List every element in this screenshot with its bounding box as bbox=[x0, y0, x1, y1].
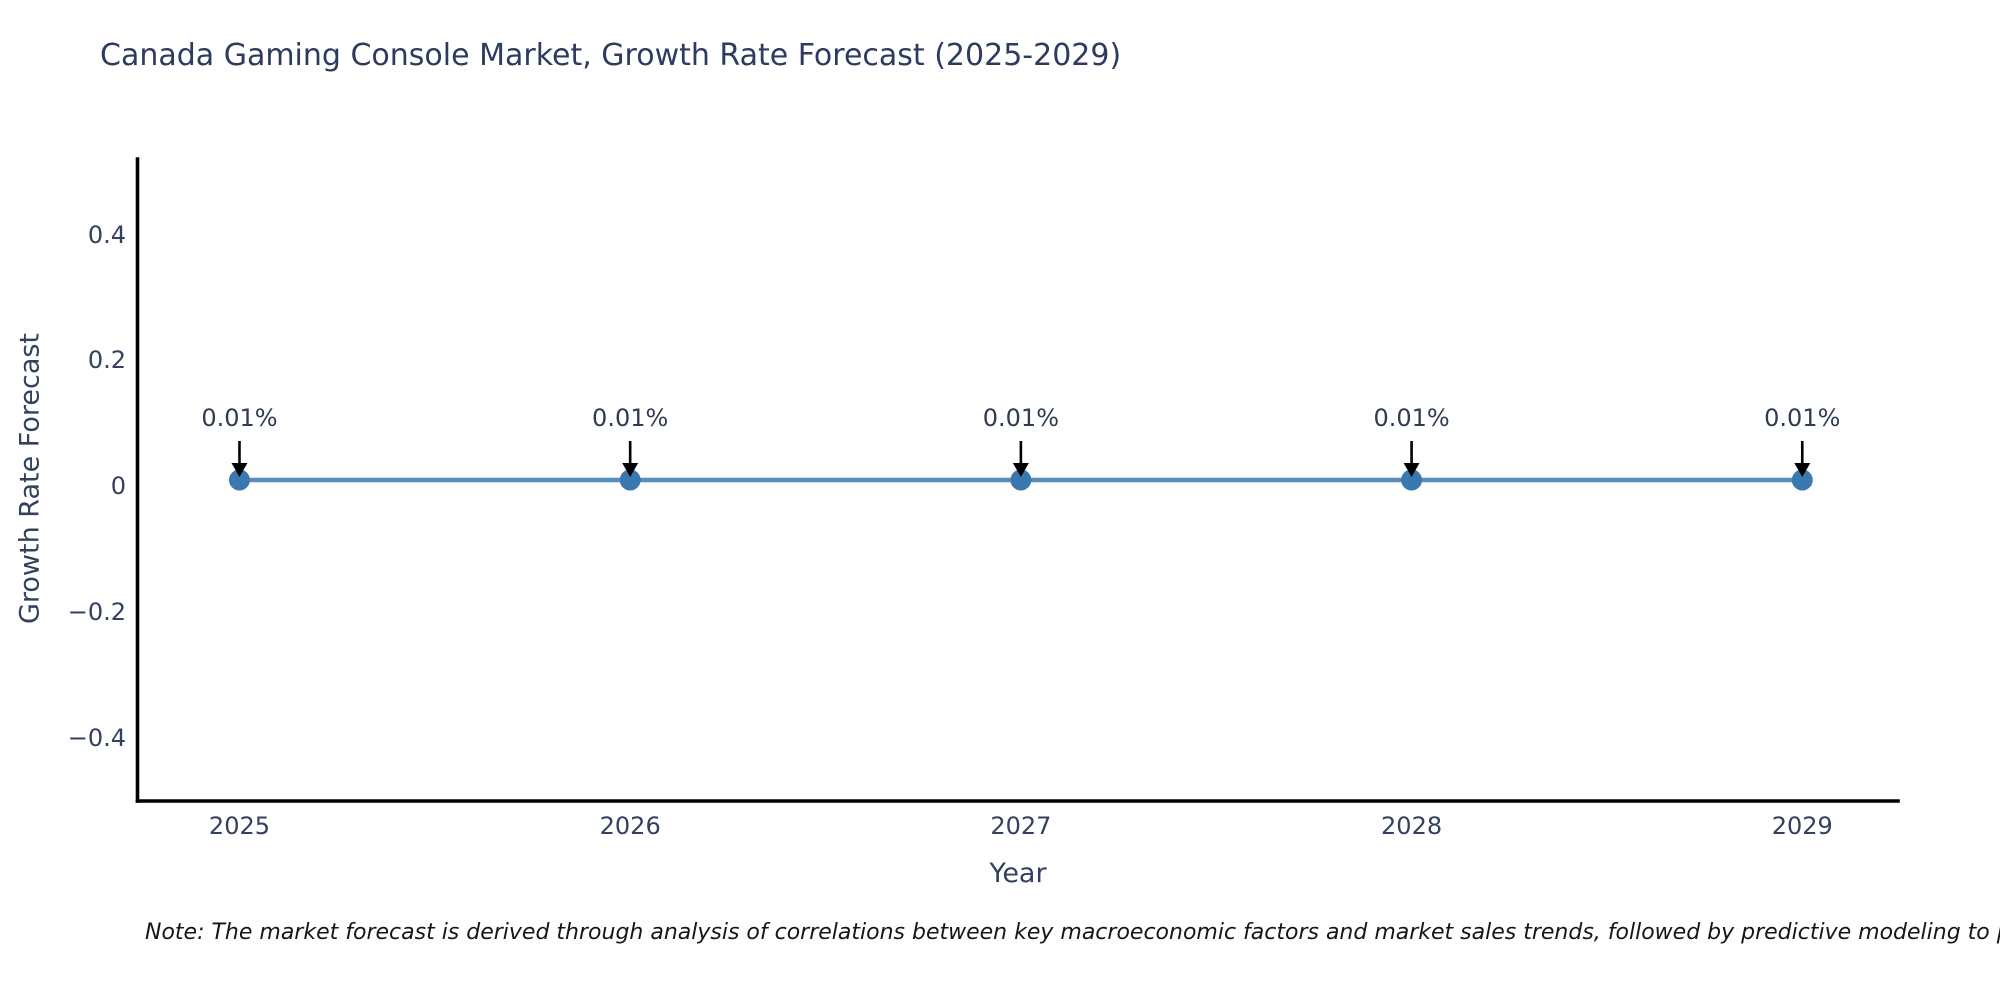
data-point-marker bbox=[1010, 469, 1032, 491]
chart-title: Canada Gaming Console Market, Growth Rat… bbox=[100, 38, 1122, 73]
x-tick-label: 2027 bbox=[990, 812, 1052, 840]
annotation-arrow-head bbox=[1794, 463, 1811, 477]
annotation-arrow-head bbox=[1403, 463, 1420, 477]
annotation-arrow-head bbox=[231, 463, 248, 477]
annotation-arrow-head bbox=[622, 463, 639, 477]
data-point-marker bbox=[619, 469, 641, 491]
x-tick-label: 2026 bbox=[599, 812, 661, 840]
data-point-marker bbox=[228, 469, 250, 491]
y-tick-label: −0.2 bbox=[67, 598, 126, 627]
y-tick-label: 0.2 bbox=[87, 346, 126, 375]
point-value-label: 0.01% bbox=[592, 404, 669, 432]
annotation-arrow-head bbox=[1012, 463, 1029, 477]
data-point-marker bbox=[1401, 469, 1423, 491]
y-tick-label: 0.4 bbox=[87, 220, 126, 249]
point-value-label: 0.01% bbox=[1373, 404, 1450, 432]
x-tick-label: 2029 bbox=[1771, 812, 1833, 840]
x-tick-label: 2028 bbox=[1381, 812, 1443, 840]
x-tick-label: 2025 bbox=[208, 812, 271, 840]
point-value-label: 0.01% bbox=[982, 404, 1059, 432]
y-tick-label: −0.4 bbox=[67, 724, 126, 753]
footnote: Note: The market forecast is derived thr… bbox=[145, 920, 2000, 945]
point-value-label: 0.01% bbox=[1764, 404, 1841, 432]
point-value-label: 0.01% bbox=[201, 404, 278, 432]
y-tick-label: 0 bbox=[110, 472, 126, 501]
x-axis-title: Year bbox=[989, 858, 1047, 889]
data-point-marker bbox=[1791, 469, 1813, 491]
